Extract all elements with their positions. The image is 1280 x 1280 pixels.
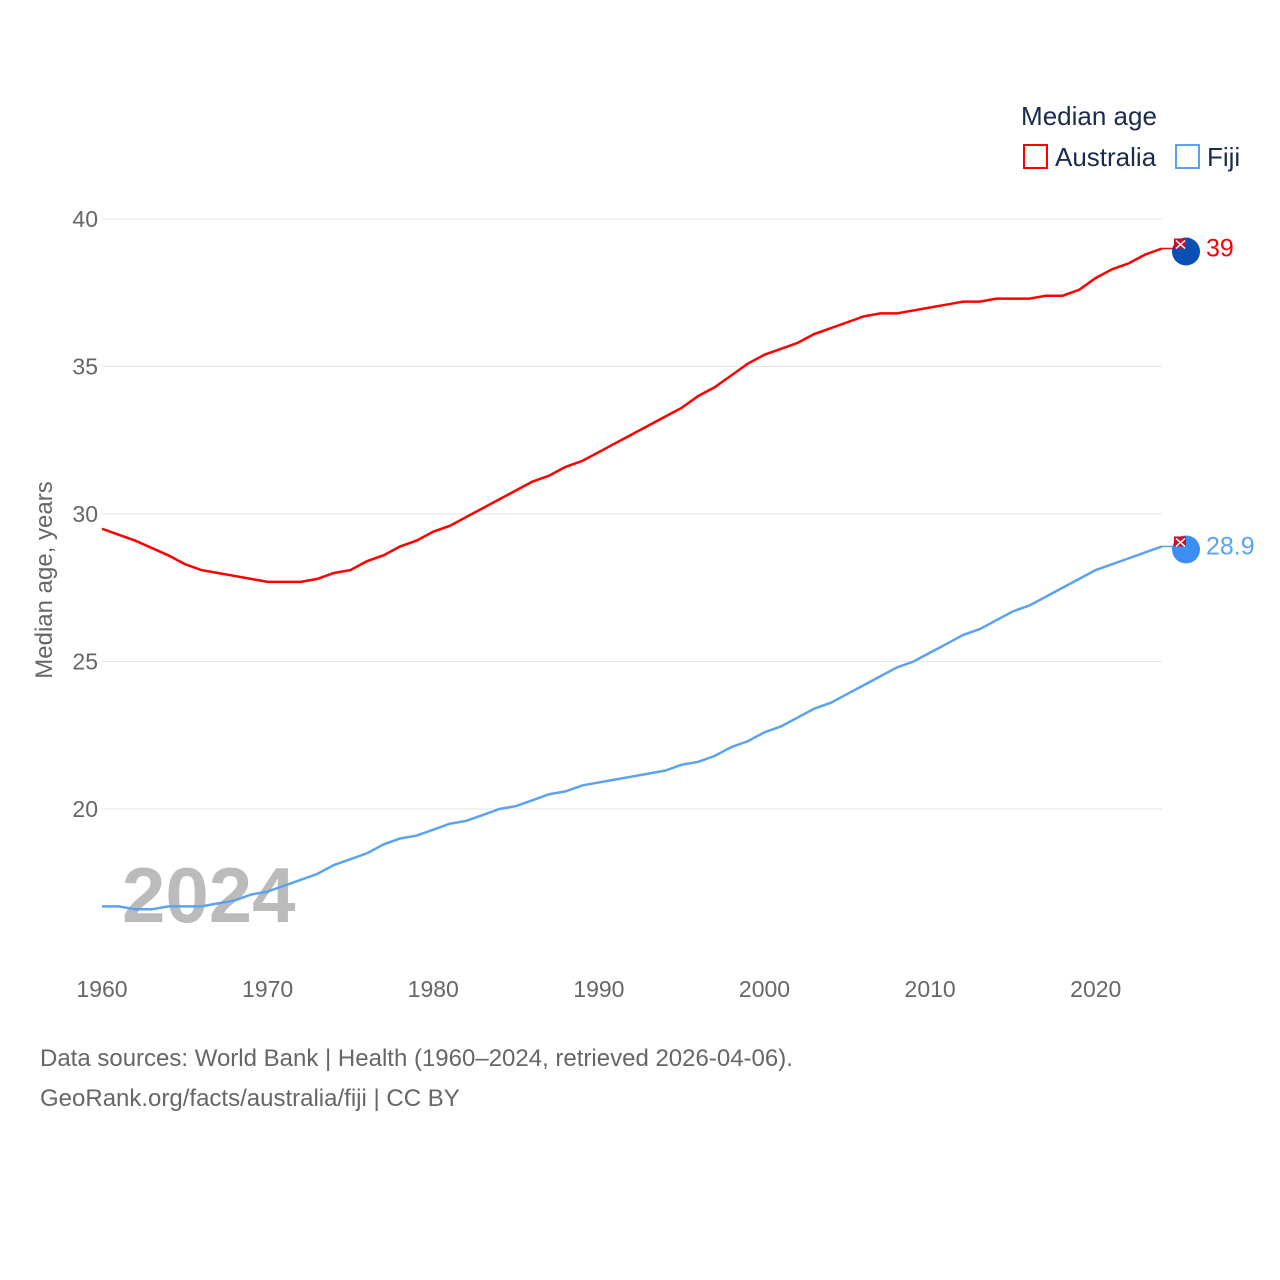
fiji-flag-icon (1172, 535, 1200, 564)
y-tick-label: 40 (72, 206, 98, 232)
x-tick-label: 1970 (242, 976, 293, 1002)
y-axis-label: Median age, years (31, 481, 58, 678)
x-tick-label: 1990 (573, 976, 624, 1002)
legend-swatch (1023, 144, 1048, 169)
y-tick-label: 20 (72, 796, 98, 822)
footer-sources: Data sources: World Bank | Health (1960–… (40, 1045, 793, 1072)
x-tick-label: 2010 (905, 976, 956, 1002)
x-tick-label: 2020 (1070, 976, 1121, 1002)
legend-label: Australia (1055, 142, 1157, 172)
series-line-australia (101, 247, 1163, 584)
series-line-fiji (102, 545, 1163, 911)
legend-item-australia[interactable]: Australia (1023, 142, 1157, 172)
legend-swatch (1175, 144, 1200, 169)
y-tick-label: 35 (72, 354, 98, 380)
x-tick-label: 2000 (739, 976, 790, 1002)
year-watermark: 2024 (122, 851, 296, 939)
legend-item-fiji[interactable]: Fiji (1175, 142, 1240, 172)
y-tick-label: 30 (72, 501, 98, 527)
legend-label: Fiji (1207, 142, 1240, 172)
footer-attribution: GeoRank.org/facts/australia/fiji | CC BY (40, 1085, 460, 1112)
australia-flag-icon (1172, 237, 1200, 266)
x-tick-label: 1980 (408, 976, 459, 1002)
end-value-label: 39 (1206, 235, 1234, 263)
legend-title: Median age (1021, 101, 1157, 131)
y-tick-label: 25 (72, 649, 98, 675)
end-value-label: 28.9 (1206, 532, 1255, 560)
x-tick-label: 1960 (76, 976, 127, 1002)
